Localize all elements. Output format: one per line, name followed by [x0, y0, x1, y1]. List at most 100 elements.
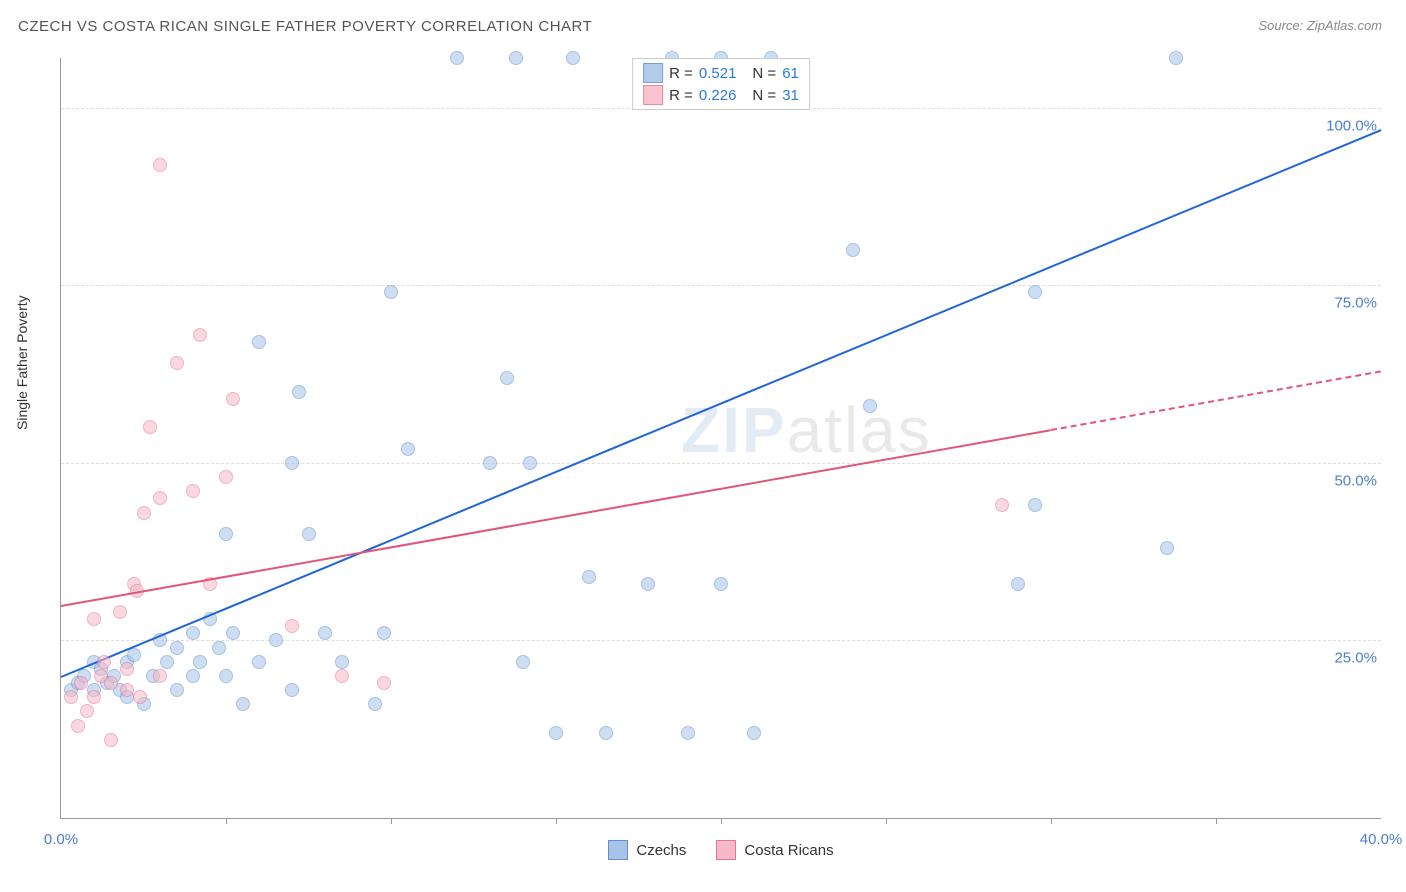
trend-line — [61, 129, 1382, 678]
page-title: CZECH VS COSTA RICAN SINGLE FATHER POVER… — [18, 18, 592, 35]
data-point — [137, 506, 151, 520]
r-value: 0.226 — [699, 87, 737, 104]
data-point — [549, 726, 563, 740]
gridline — [61, 640, 1381, 641]
data-point — [104, 733, 118, 747]
trend-line — [61, 429, 1051, 607]
data-point — [1169, 51, 1183, 65]
data-point — [1011, 577, 1025, 591]
n-label: N = — [752, 65, 776, 82]
x-tick — [1051, 818, 1052, 824]
n-value: 61 — [782, 65, 799, 82]
data-point — [193, 328, 207, 342]
data-point — [377, 626, 391, 640]
data-point — [64, 690, 78, 704]
data-point — [236, 697, 250, 711]
x-tick — [556, 818, 557, 824]
data-point — [566, 51, 580, 65]
data-point — [71, 719, 85, 733]
data-point — [500, 371, 514, 385]
data-point — [285, 683, 299, 697]
y-tick-label: 50.0% — [1334, 472, 1383, 489]
data-point — [1028, 285, 1042, 299]
data-point — [143, 420, 157, 434]
data-point — [599, 726, 613, 740]
data-point — [450, 51, 464, 65]
data-point — [226, 392, 240, 406]
data-point — [153, 669, 167, 683]
n-label: N = — [752, 87, 776, 104]
y-tick-label: 25.0% — [1334, 650, 1383, 667]
data-point — [97, 655, 111, 669]
legend-row: R = 0.226N = 31 — [633, 84, 809, 106]
data-point — [269, 633, 283, 647]
legend-row: R = 0.521N = 61 — [633, 62, 809, 84]
x-tick-label-max: 40.0% — [1360, 831, 1403, 848]
data-point — [120, 662, 134, 676]
data-point — [582, 570, 596, 584]
legend-item: Czechs — [608, 840, 686, 860]
data-point — [219, 470, 233, 484]
data-point — [292, 385, 306, 399]
data-point — [401, 442, 415, 456]
legend-label: Czechs — [636, 842, 686, 859]
data-point — [516, 655, 530, 669]
data-point — [335, 669, 349, 683]
data-point — [219, 669, 233, 683]
data-point — [170, 683, 184, 697]
scatter-plot: ZIPatlas R = 0.521N = 61R = 0.226N = 31 … — [60, 58, 1381, 819]
data-point — [846, 243, 860, 257]
x-tick-label-min: 0.0% — [44, 831, 78, 848]
data-point — [377, 676, 391, 690]
data-point — [212, 641, 226, 655]
data-point — [523, 456, 537, 470]
data-point — [318, 626, 332, 640]
data-point — [104, 676, 118, 690]
data-point — [153, 491, 167, 505]
x-tick — [721, 818, 722, 824]
data-point — [863, 399, 877, 413]
data-point — [186, 626, 200, 640]
data-point — [714, 577, 728, 591]
data-point — [252, 335, 266, 349]
data-point — [87, 612, 101, 626]
data-point — [302, 527, 316, 541]
data-point — [1028, 498, 1042, 512]
data-point — [285, 619, 299, 633]
correlation-legend: R = 0.521N = 61R = 0.226N = 31 — [632, 58, 810, 110]
data-point — [74, 676, 88, 690]
legend-label: Costa Ricans — [744, 842, 833, 859]
data-point — [113, 605, 127, 619]
gridline — [61, 463, 1381, 464]
r-value: 0.521 — [699, 65, 737, 82]
data-point — [193, 655, 207, 669]
x-tick — [886, 818, 887, 824]
y-tick-label: 75.0% — [1334, 295, 1383, 312]
x-tick — [226, 818, 227, 824]
x-tick — [391, 818, 392, 824]
data-point — [219, 527, 233, 541]
data-point — [153, 158, 167, 172]
data-point — [641, 577, 655, 591]
legend-item: Costa Ricans — [716, 840, 833, 860]
data-point — [170, 641, 184, 655]
data-point — [170, 356, 184, 370]
data-point — [747, 726, 761, 740]
trend-line — [1051, 371, 1381, 432]
data-point — [87, 690, 101, 704]
data-point — [995, 498, 1009, 512]
data-point — [509, 51, 523, 65]
data-point — [1160, 541, 1174, 555]
data-point — [483, 456, 497, 470]
legend-swatch — [716, 840, 736, 860]
watermark-zip: ZIP — [681, 394, 787, 466]
data-point — [160, 655, 174, 669]
r-label: R = — [669, 87, 693, 104]
data-point — [335, 655, 349, 669]
legend-swatch — [643, 63, 663, 83]
legend-swatch — [608, 840, 628, 860]
data-point — [186, 669, 200, 683]
data-point — [186, 484, 200, 498]
data-point — [368, 697, 382, 711]
x-tick — [1216, 818, 1217, 824]
